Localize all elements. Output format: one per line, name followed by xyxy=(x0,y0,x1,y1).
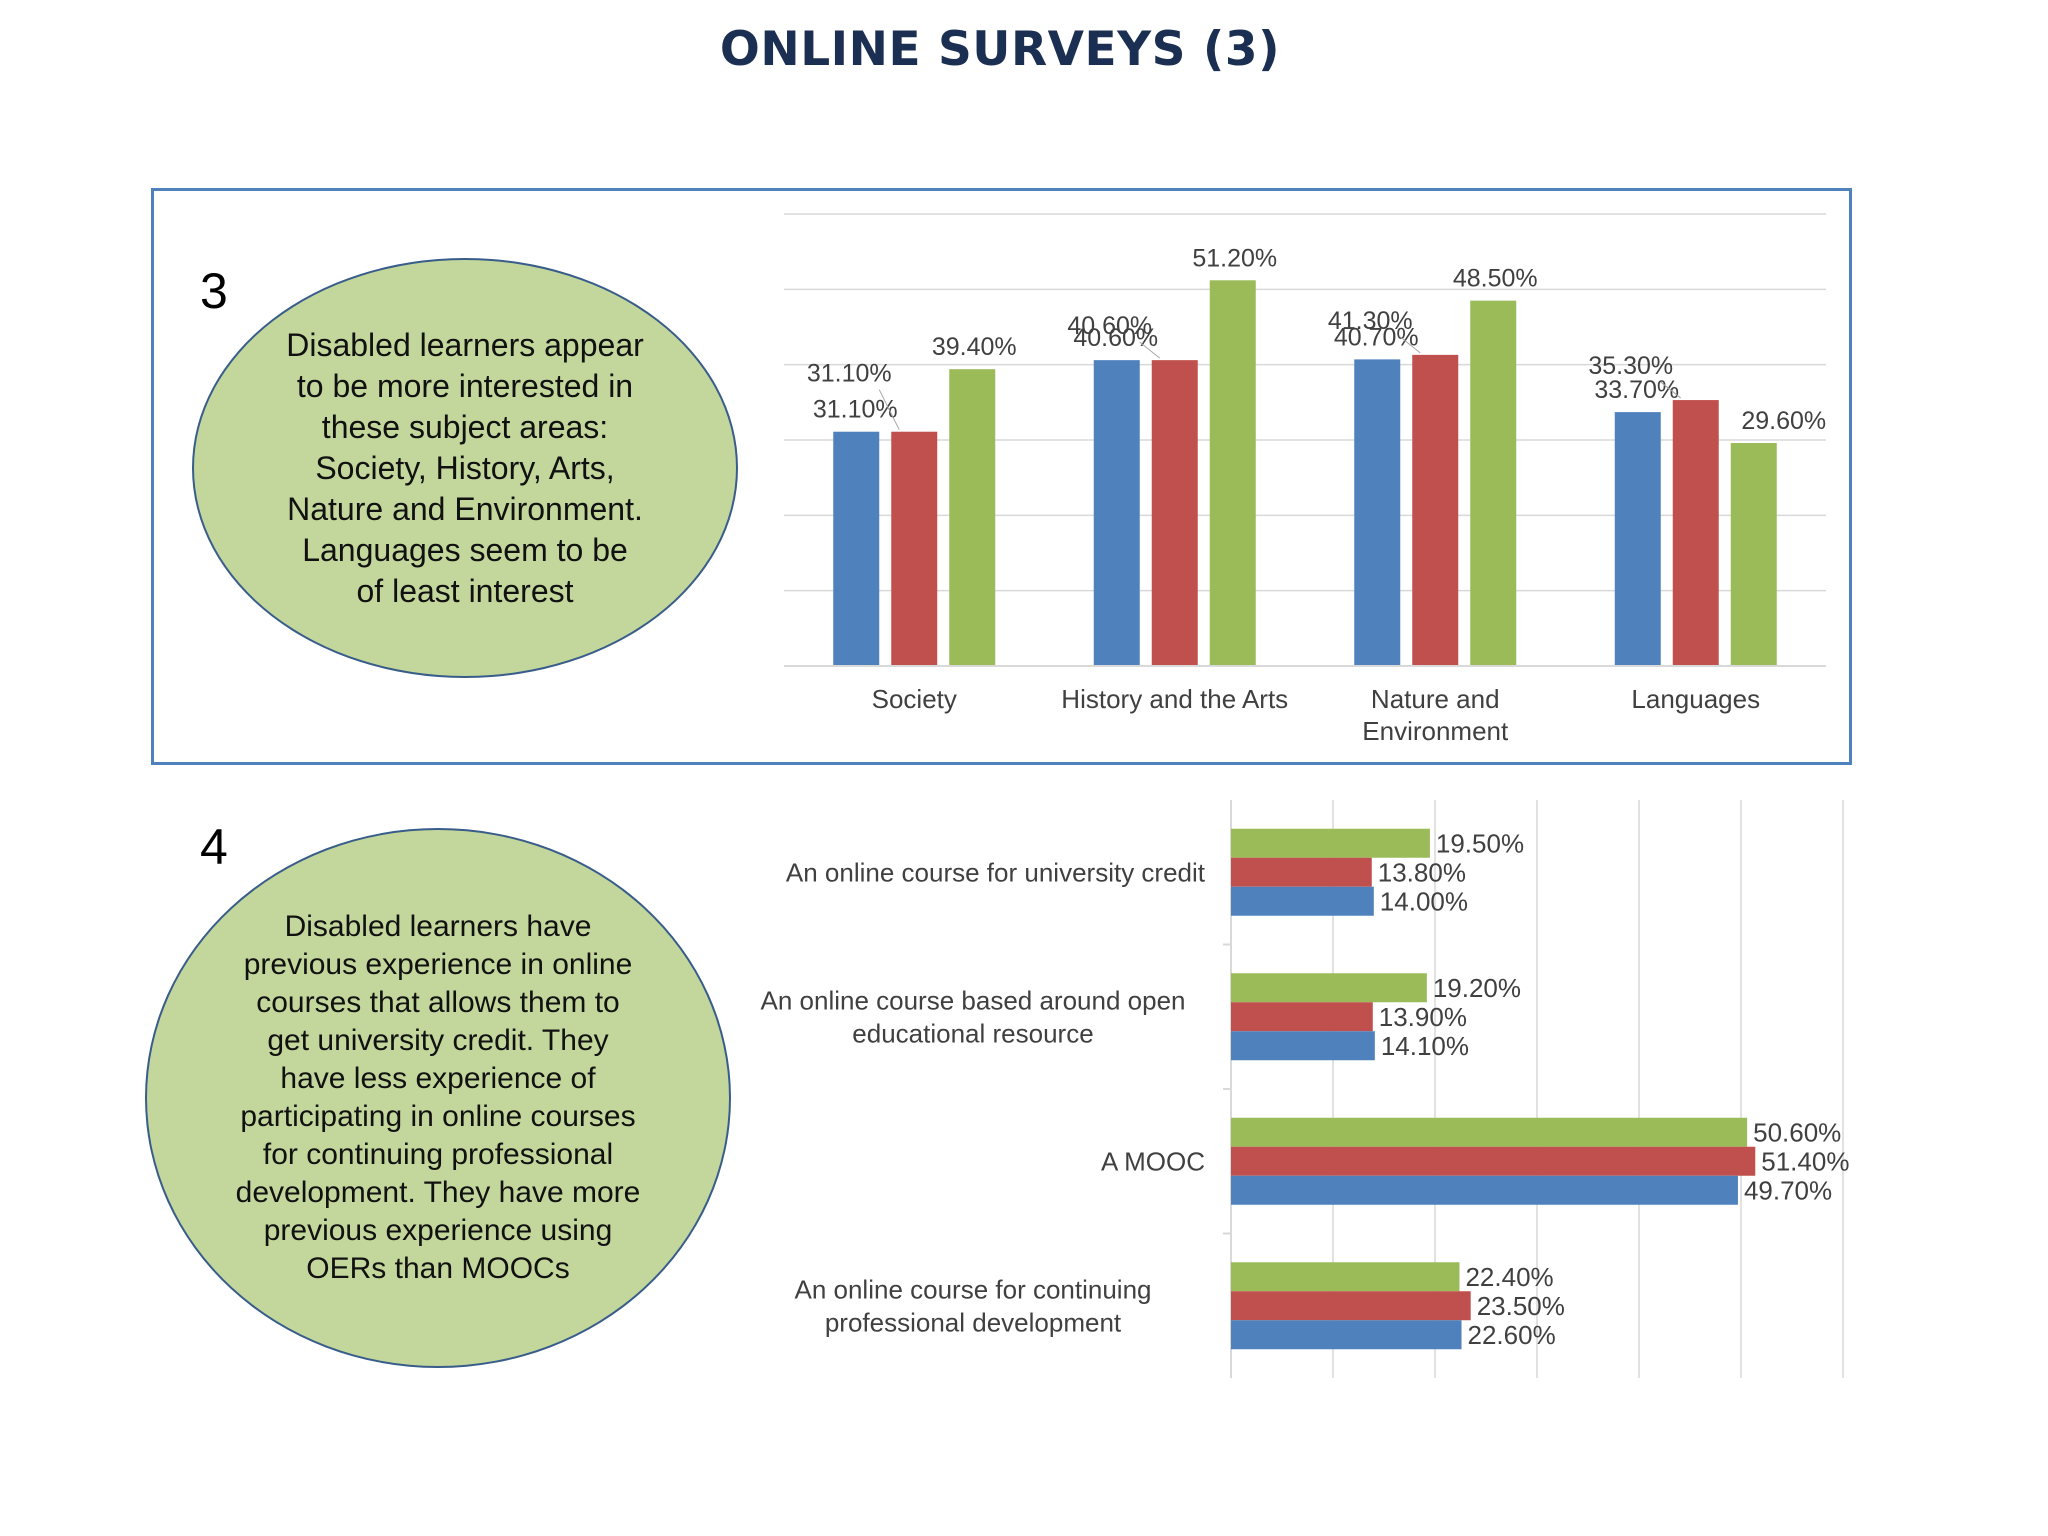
bar xyxy=(833,431,880,666)
section-number-4: 4 xyxy=(200,819,228,875)
data-label: 48.50% xyxy=(1453,265,1538,293)
category-label: History and the Arts xyxy=(1061,684,1288,714)
bar xyxy=(1151,360,1198,666)
survey-panel-3 xyxy=(151,188,1852,765)
bar xyxy=(1231,973,1427,1003)
data-label: 51.20% xyxy=(1192,244,1277,272)
data-label: 31.10% xyxy=(807,360,892,388)
data-label: 19.50% xyxy=(1436,828,1524,858)
category-label: An online course for university credit xyxy=(786,857,1206,887)
previous-experience-bar-chart: 19.50%13.80%14.00% An online course for u… xyxy=(761,800,1849,1378)
data-label: 33.70% xyxy=(1594,376,1679,404)
data-label: 49.70% xyxy=(1744,1175,1832,1205)
data-label: 13.90% xyxy=(1379,1002,1467,1032)
bar xyxy=(1730,443,1777,666)
subject-interest-bar-chart: 31.10% 31.10% 39.40% Society 40.60%40.60% 51.… xyxy=(784,213,1826,746)
data-label: 13.80% xyxy=(1378,857,1466,887)
note-bubble-4: Disabled learners have previous experien… xyxy=(145,828,731,1368)
data-label: 41.30% xyxy=(1328,307,1413,335)
bar xyxy=(1209,280,1256,666)
bar xyxy=(1231,1117,1748,1147)
data-label: 14.00% xyxy=(1380,886,1468,916)
bar xyxy=(1231,1320,1462,1350)
bar xyxy=(949,369,996,666)
bar xyxy=(1672,400,1719,666)
bar xyxy=(1093,360,1140,666)
bar xyxy=(1231,828,1430,858)
section-number-3: 3 xyxy=(200,263,228,319)
data-label: 40.60% xyxy=(1073,324,1158,352)
bar xyxy=(1231,886,1374,916)
bar xyxy=(1231,1262,1460,1292)
bar xyxy=(1231,1291,1471,1321)
data-label: 39.40% xyxy=(932,333,1017,361)
leader-line xyxy=(1139,341,1161,359)
category-label: educational resource xyxy=(852,1018,1093,1048)
category-label: Environment xyxy=(1362,716,1509,746)
data-label: 40.70% xyxy=(1334,323,1419,351)
data-label: 29.60% xyxy=(1741,407,1826,435)
page-title: ONLINE SURVEYS (3) xyxy=(719,22,1281,77)
data-label: 51.40% xyxy=(1761,1146,1849,1176)
note-bubble-3: Disabled learners appear to be more inte… xyxy=(192,258,738,678)
category-label: Nature and xyxy=(1371,684,1500,714)
bar xyxy=(1231,857,1372,887)
bar xyxy=(1412,354,1459,666)
bar xyxy=(1231,1002,1373,1032)
bar xyxy=(1231,1031,1375,1061)
leader-line xyxy=(1399,336,1421,354)
bar xyxy=(1231,1146,1756,1176)
data-label: 22.40% xyxy=(1465,1262,1553,1292)
bar xyxy=(1354,359,1401,666)
category-label: An online course based around open xyxy=(761,985,1186,1015)
category-label: An online course for continuing xyxy=(794,1274,1151,1304)
category-label: Society xyxy=(872,684,957,714)
bar xyxy=(1231,1175,1738,1205)
category-label: A MOOC xyxy=(1101,1146,1205,1176)
leader-line xyxy=(878,389,900,430)
category-label: Languages xyxy=(1631,684,1760,714)
leader-line xyxy=(1660,381,1682,399)
data-label: 31.10% xyxy=(813,396,898,424)
bar xyxy=(1470,300,1517,666)
bar xyxy=(1614,412,1661,666)
note-text-3: Disabled learners appear to be more inte… xyxy=(286,326,644,609)
note-text-4: Disabled learners have previous experien… xyxy=(235,910,641,1285)
bar xyxy=(891,431,938,666)
data-label: 40.60% xyxy=(1067,312,1152,340)
data-label: 14.10% xyxy=(1381,1031,1469,1061)
data-label: 23.50% xyxy=(1477,1291,1565,1321)
data-label: 22.60% xyxy=(1468,1320,1556,1350)
category-label: professional development xyxy=(825,1307,1122,1337)
data-label: 35.30% xyxy=(1588,352,1673,380)
data-label: 50.60% xyxy=(1753,1117,1841,1147)
data-label: 19.20% xyxy=(1433,973,1521,1003)
